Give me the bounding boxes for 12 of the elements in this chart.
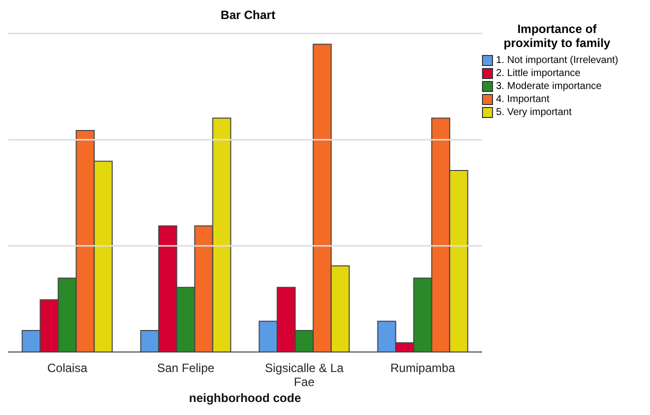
legend-label: 1. Not important (Irrelevant) bbox=[495, 54, 620, 67]
legend-label: 4. Important bbox=[495, 93, 550, 106]
x-tick-label: San Felipe bbox=[157, 361, 215, 375]
legend-title: Importance of proximity to family bbox=[502, 22, 612, 50]
legend-label: 2. Little importance bbox=[495, 67, 582, 80]
x-tick-label: Rumipamba bbox=[390, 361, 456, 375]
legend-label: 5. Very important bbox=[495, 106, 573, 119]
chart-title: Bar Chart bbox=[220, 8, 276, 22]
x-tick-label: Sigsicalle & La Fae bbox=[264, 361, 344, 389]
legend-label: 3. Moderate importance bbox=[495, 80, 603, 93]
x-axis-title: neighborhood code bbox=[189, 391, 302, 405]
x-tick-label: Colaisa bbox=[47, 361, 88, 375]
